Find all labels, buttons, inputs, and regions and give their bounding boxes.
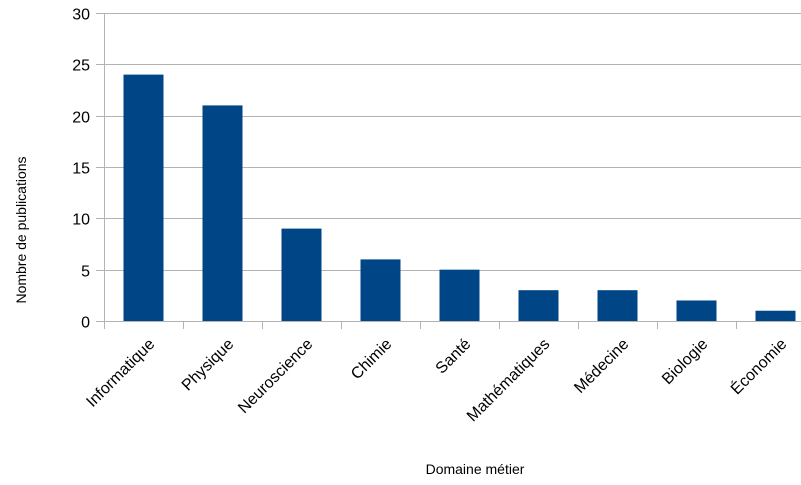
bar-santé xyxy=(439,269,480,321)
x-tick-label: Médecine xyxy=(571,336,632,397)
y-tick-label: 30 xyxy=(72,7,90,24)
x-tick-label: Neuroscience xyxy=(235,336,316,417)
y-tick-labels: 0 5 10 15 20 25 30 xyxy=(72,7,90,332)
y-tick-label: 10 xyxy=(72,212,90,229)
bar-neuroscience xyxy=(281,228,322,321)
y-tick-label: 5 xyxy=(81,264,90,281)
bar-informatique xyxy=(123,74,164,321)
bar-biologie xyxy=(676,300,717,321)
bar-économie xyxy=(755,310,796,321)
y-tick-label: 20 xyxy=(72,110,90,127)
x-tick-label: Chimie xyxy=(348,336,395,383)
bar-physique xyxy=(202,105,243,322)
bar-chimie xyxy=(360,259,401,321)
bar-médecine xyxy=(597,290,638,321)
y-tick-label: 15 xyxy=(72,161,90,178)
y-axis-title: Nombre de publications xyxy=(13,156,29,303)
x-tick-label: Santé xyxy=(433,336,475,378)
bar-mathématiques xyxy=(518,290,559,321)
x-tick-label: Biologie xyxy=(659,336,711,388)
axes xyxy=(96,13,801,329)
x-axis-title: Domaine métier xyxy=(426,461,525,477)
x-tick-label: Informatique xyxy=(83,336,158,411)
y-tick-label: 25 xyxy=(72,58,90,75)
y-tick-label: 0 xyxy=(81,315,90,332)
x-tick-label: Mathématiques xyxy=(464,336,553,425)
x-tick-label: Physique xyxy=(179,336,238,395)
x-tick-label: Économie xyxy=(727,334,791,398)
bars xyxy=(123,74,796,322)
